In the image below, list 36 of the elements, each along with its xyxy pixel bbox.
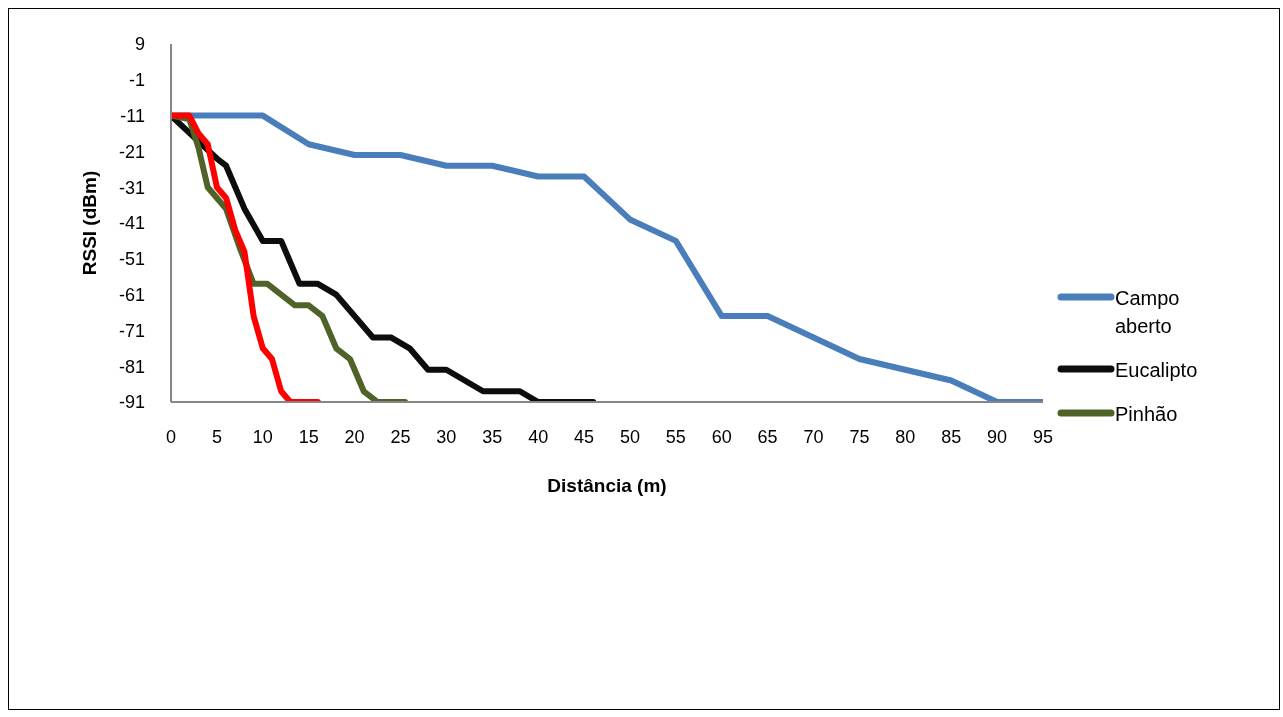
x-tick-label: 30: [436, 426, 457, 447]
legend-label: Pinhão: [1115, 402, 1179, 427]
x-tick-label: 65: [757, 426, 778, 447]
x-tick-label: 60: [711, 426, 732, 447]
y-tick-label: -31: [118, 177, 145, 198]
y-tick-label: 9: [134, 34, 145, 55]
x-tick-label: 85: [941, 426, 962, 447]
y-tick-label: -51: [118, 249, 145, 270]
x-tick-label: 25: [390, 426, 411, 447]
y-tick-label: -91: [118, 392, 145, 413]
x-tick-label: 50: [619, 426, 640, 447]
x-axis-title: Distância (m): [547, 475, 667, 496]
legend-label: Eucalipto: [1115, 358, 1199, 383]
x-tick-label: 5: [211, 426, 222, 447]
y-tick-label: -61: [118, 284, 145, 305]
y-axis-title: RSSI (dBm): [78, 170, 100, 276]
x-tick-label: 15: [298, 426, 319, 447]
x-tick-label: 55: [665, 426, 686, 447]
y-tick-label: -41: [118, 213, 145, 234]
y-tick-label: -81: [118, 356, 145, 377]
x-tick-label: 95: [1032, 426, 1054, 447]
x-tick-label: 90: [987, 426, 1008, 447]
x-tick-label: 75: [849, 426, 870, 447]
y-tick-label: -71: [118, 320, 145, 341]
x-tick-label: 70: [803, 426, 824, 447]
legend-label: Campo aberto: [1115, 286, 1181, 339]
x-tick-label: 35: [482, 426, 503, 447]
x-tick-label: 45: [574, 426, 595, 447]
x-tick-label: 0: [165, 426, 177, 447]
x-tick-label: 40: [528, 426, 549, 447]
y-tick-label: -11: [120, 105, 145, 126]
y-tick-label: -21: [118, 141, 145, 162]
x-tick-label: 80: [895, 426, 916, 447]
x-tick-label: 20: [344, 426, 365, 447]
x-tick-label: 10: [252, 426, 273, 447]
y-tick-label: -1: [128, 70, 145, 91]
